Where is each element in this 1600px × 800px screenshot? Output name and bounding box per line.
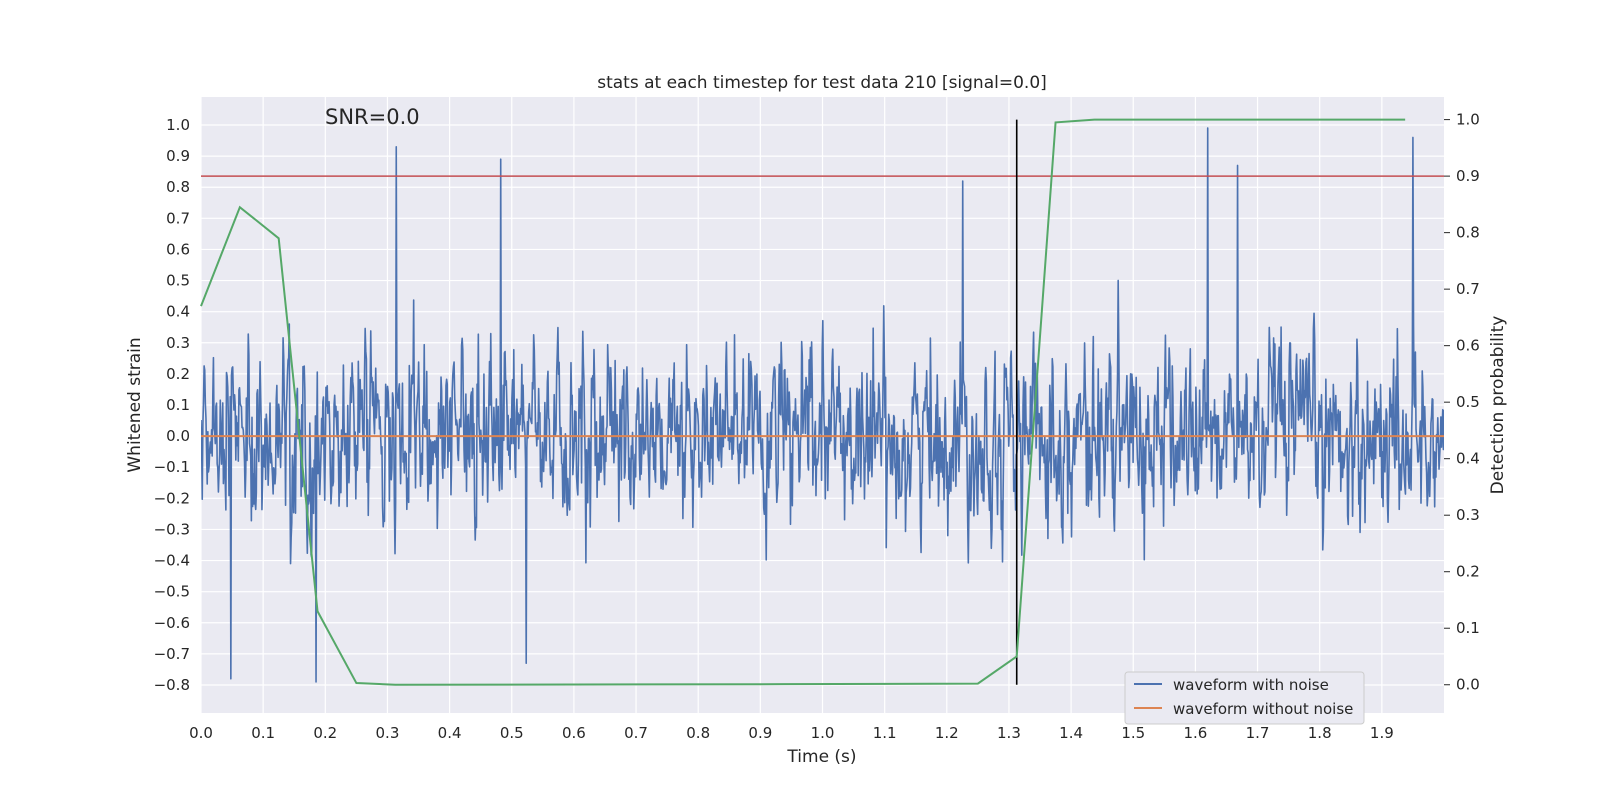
y-tick-label: −0.1 (154, 458, 190, 476)
legend-box (1124, 671, 1365, 725)
series-detection-probability (200, 118, 1406, 686)
x-tick-label: 1.1 (873, 724, 897, 742)
y-tick-label: −0.7 (154, 645, 190, 663)
x-tick-label: 0.6 (562, 724, 586, 742)
series-waveform-with-noise (201, 127, 1444, 683)
x-tick-label: 1.2 (935, 724, 959, 742)
x-tick-label: 1.0 (811, 724, 835, 742)
x-tick-label: 0.1 (251, 724, 275, 742)
y-right-tick-label: 0.6 (1456, 337, 1480, 355)
y-right-tick-label: 1.0 (1456, 111, 1480, 129)
reference-lines (200, 118, 1444, 686)
legend-label-noise: waveform with noise (1173, 676, 1329, 694)
series-layer (201, 127, 1444, 683)
y-right-tick-label: 0.7 (1456, 280, 1480, 298)
y-tick-label: 0.5 (166, 272, 190, 290)
snr-annotation: SNR=0.0 (325, 105, 420, 129)
x-axis-label: Time (s) (786, 747, 856, 767)
y-tick-label: −0.3 (154, 520, 190, 538)
chart-title: stats at each timestep for test data 210… (597, 73, 1047, 93)
x-tick-labels: 0.0 0.1 0.2 0.3 0.4 0.5 0.6 0.7 0.8 0.9 1.0 1.1 1.2 1… (189, 724, 1394, 742)
y-tick-label: −0.5 (154, 583, 190, 601)
y-right-tick-label: 0.4 (1456, 450, 1480, 468)
x-tick-label: 1.7 (1246, 724, 1270, 742)
y-tick-label: 0.4 (166, 303, 190, 321)
legend: waveform with noise waveform without noi… (1124, 671, 1365, 725)
x-tick-label: 0.5 (500, 724, 524, 742)
y-tick-label: −0.2 (154, 489, 190, 507)
x-tick-label: 0.7 (624, 724, 648, 742)
y-tick-labels: −0.8 −0.7 −0.6 −0.5 −0.4 −0.3 −0.2 −0.1 0.0 0.1 0.… (154, 116, 190, 694)
y-tick-label: 0.7 (166, 209, 190, 227)
y-tick-label: 0.6 (166, 240, 190, 258)
y-right-tick-label: 0.0 (1456, 676, 1480, 694)
x-tick-label: 1.5 (1121, 724, 1145, 742)
y-tick-label: −0.8 (154, 676, 190, 694)
y-right-tick-label: 0.1 (1456, 619, 1480, 637)
x-tick-label: 0.8 (686, 724, 710, 742)
y-tick-label: 0.8 (166, 178, 190, 196)
y-tick-label: 0.9 (166, 147, 190, 165)
y-tick-label: 0.3 (166, 334, 190, 352)
y-tick-label: −0.4 (154, 552, 190, 570)
y-tick-label: −0.6 (154, 614, 190, 632)
y-right-axis-label: Detection probability (1488, 316, 1508, 495)
x-tick-label: 0.2 (313, 724, 337, 742)
y-right-tick-labels: 0.0 0.1 0.2 0.3 0.4 0.5 0.6 0.7 0.8 0.9 1.0 (1444, 111, 1480, 694)
y-right-tick-label: 0.2 (1456, 563, 1480, 581)
y-tick-label: 0.0 (166, 427, 190, 445)
x-tick-label: 0.3 (376, 724, 400, 742)
y-tick-label: 0.1 (166, 396, 190, 414)
legend-label-clean: waveform without noise (1173, 700, 1353, 718)
y-right-tick-label: 0.3 (1456, 506, 1480, 524)
x-tick-label: 0.0 (189, 724, 213, 742)
x-tick-label: 1.8 (1308, 724, 1332, 742)
x-tick-label: 1.9 (1370, 724, 1394, 742)
y-right-tick-label: 0.9 (1456, 167, 1480, 185)
x-tick-label: 1.4 (1059, 724, 1083, 742)
y-tick-label: 1.0 (166, 116, 190, 134)
y-tick-label: 0.2 (166, 365, 190, 383)
y-axis-label: Whitened strain (125, 337, 145, 472)
y-right-tick-label: 0.5 (1456, 393, 1480, 411)
x-tick-label: 1.6 (1183, 724, 1207, 742)
x-tick-label: 1.3 (997, 724, 1021, 742)
x-tick-label: 0.9 (748, 724, 772, 742)
x-tick-label: 0.4 (438, 724, 462, 742)
y-right-tick-label: 0.8 (1456, 224, 1480, 242)
